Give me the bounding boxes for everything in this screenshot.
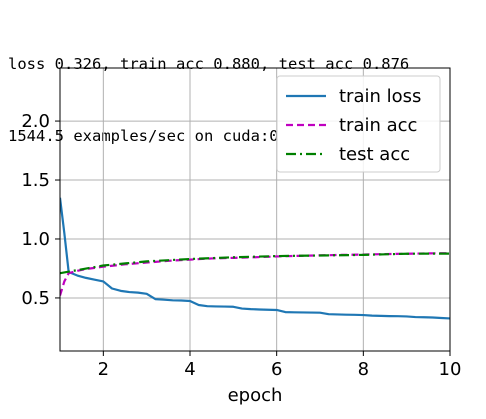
- x-tick-label: 10: [439, 359, 462, 380]
- legend-label-test-acc: test acc: [339, 144, 410, 165]
- series-lines: [60, 197, 450, 320]
- legend-box: [276, 75, 441, 173]
- x-tick-label: 6: [271, 359, 282, 380]
- y-tick-label: 0.5: [21, 288, 50, 309]
- legend-label-train-loss: train loss: [339, 86, 421, 107]
- y-tick-label: 2.0: [21, 111, 50, 132]
- series-line-train-loss: [60, 197, 450, 320]
- legend-label-train-acc: train acc: [339, 115, 417, 136]
- series-line-test-acc: [60, 252, 450, 275]
- plot-frame: [59, 67, 451, 352]
- x-tick-label: 2: [98, 359, 109, 380]
- y-tick-label: 1.5: [21, 170, 50, 191]
- legend: train loss train acc test acc: [276, 75, 441, 173]
- x-tick-label: 4: [184, 359, 195, 380]
- x-tick-label: 8: [358, 359, 369, 380]
- log-line-throughput: 1544.5 examples/sec on cuda:0: [8, 127, 279, 145]
- x-axis-label: epoch: [228, 385, 283, 406]
- axis-ticks: 2 4 6 8 10 0.5 1.0 1.5 2.0: [21, 111, 461, 380]
- y-tick-label: 1.0: [21, 229, 50, 250]
